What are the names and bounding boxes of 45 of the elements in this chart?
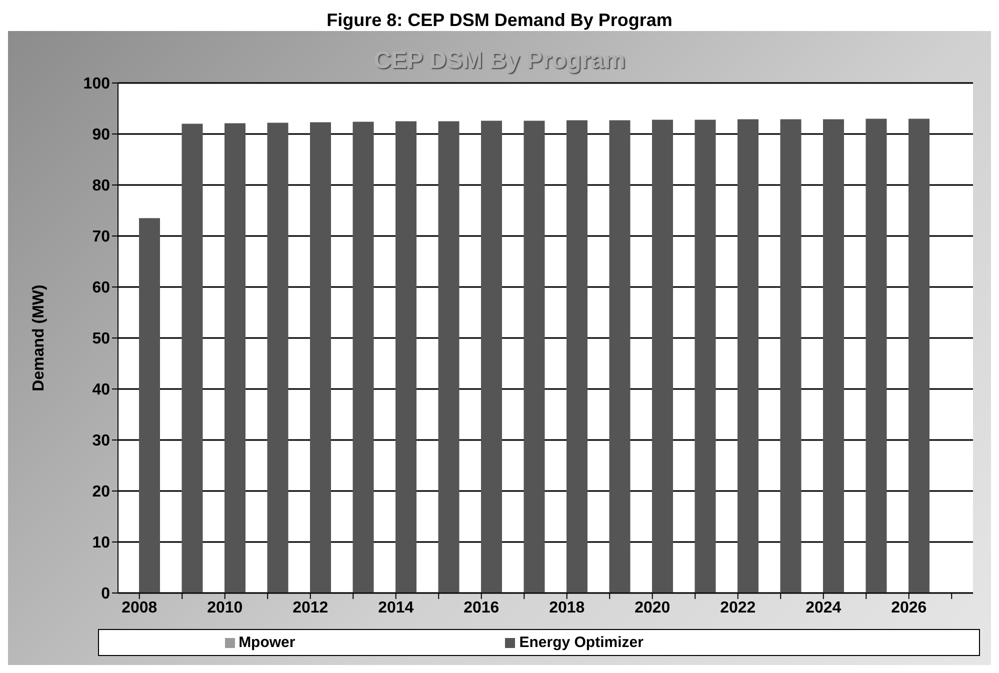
y-tick-label: 100 bbox=[83, 76, 110, 93]
x-tick-label: 2014 bbox=[378, 599, 414, 616]
bar bbox=[566, 120, 588, 593]
bar bbox=[139, 218, 160, 593]
y-tick-label: 60 bbox=[92, 280, 110, 297]
x-tick-label: 2016 bbox=[464, 599, 500, 616]
bar bbox=[352, 122, 374, 593]
bar bbox=[780, 119, 802, 593]
y-axis-title: Demand (MW) bbox=[30, 284, 48, 392]
x-tick-label: 2020 bbox=[634, 599, 670, 616]
bar bbox=[438, 121, 460, 593]
bar bbox=[182, 124, 203, 593]
y-tick-label: 0 bbox=[101, 586, 110, 603]
bar bbox=[866, 118, 887, 593]
y-tick-label: 30 bbox=[92, 432, 110, 450]
legend-label: Mpower bbox=[238, 634, 296, 651]
x-tick-label: 2018 bbox=[549, 599, 585, 616]
x-tick-label: 2012 bbox=[292, 599, 328, 616]
x-tick-label: 2026 bbox=[891, 599, 927, 616]
x-tick-label: 2024 bbox=[806, 599, 842, 616]
y-tick-label: 40 bbox=[92, 382, 110, 399]
bar bbox=[396, 121, 416, 593]
bar bbox=[524, 120, 545, 593]
x-tick-label: 2022 bbox=[720, 599, 756, 616]
bar bbox=[652, 120, 673, 593]
bar bbox=[481, 120, 502, 593]
y-tick-label: 80 bbox=[92, 178, 110, 195]
legend-label: Energy Optimizer bbox=[519, 634, 644, 651]
bar bbox=[609, 120, 630, 593]
bar bbox=[224, 123, 246, 593]
y-tick-label: 10 bbox=[92, 534, 110, 552]
chart-subtitle: CEP DSM By Program bbox=[372, 47, 626, 75]
bar bbox=[738, 119, 758, 593]
bar bbox=[908, 118, 930, 593]
y-tick-label: 20 bbox=[92, 484, 110, 501]
x-tick-label: 2008 bbox=[122, 599, 158, 616]
bar bbox=[694, 120, 716, 593]
x-tick-label: 2010 bbox=[207, 599, 243, 616]
y-tick-label: 50 bbox=[92, 330, 110, 348]
chart-title: Figure 8: CEP DSM Demand By Program bbox=[8, 8, 991, 31]
y-tick-label: 70 bbox=[92, 228, 110, 246]
bar bbox=[823, 119, 844, 593]
bar bbox=[310, 122, 331, 593]
y-tick-label: 90 bbox=[92, 126, 110, 144]
bar bbox=[267, 122, 288, 593]
